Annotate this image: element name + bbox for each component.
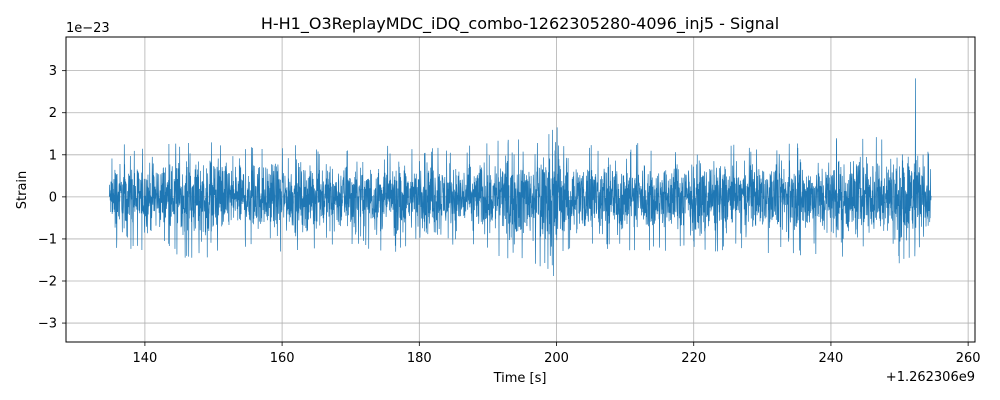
x-tick-label: 180	[407, 351, 432, 366]
y-tick-label: −1	[38, 232, 57, 247]
x-tick-label: 260	[956, 351, 981, 366]
y-tick-label: 2	[49, 106, 57, 121]
x-offset-label: +1.262306e9	[886, 370, 975, 385]
y-tick-label: 0	[49, 190, 57, 205]
y-tick-label: 3	[49, 64, 57, 79]
y-tick-label: −3	[38, 317, 57, 332]
x-tick-label: 220	[681, 351, 706, 366]
y-tick-label: −2	[38, 275, 57, 290]
x-axis-label: Time [s]	[493, 371, 547, 386]
y-scale-label: 1e−23	[66, 21, 110, 36]
tick-layer: 140 160 180 200 220 240 260 −3 −2 −1 0 1 2 3	[38, 64, 981, 366]
x-tick-label: 160	[270, 351, 295, 366]
signal-series-line	[108, 78, 932, 277]
x-tick-label: 200	[544, 351, 569, 366]
plot-frame	[65, 36, 976, 343]
chart-title: H-H1_O3ReplayMDC_iDQ_combo-1262305280-40…	[261, 14, 779, 34]
y-axis-label: Strain	[15, 171, 30, 210]
series-layer	[108, 78, 932, 277]
x-tick-label: 240	[819, 351, 844, 366]
x-tick-label: 140	[132, 351, 157, 366]
y-tick-label: 1	[49, 148, 57, 163]
